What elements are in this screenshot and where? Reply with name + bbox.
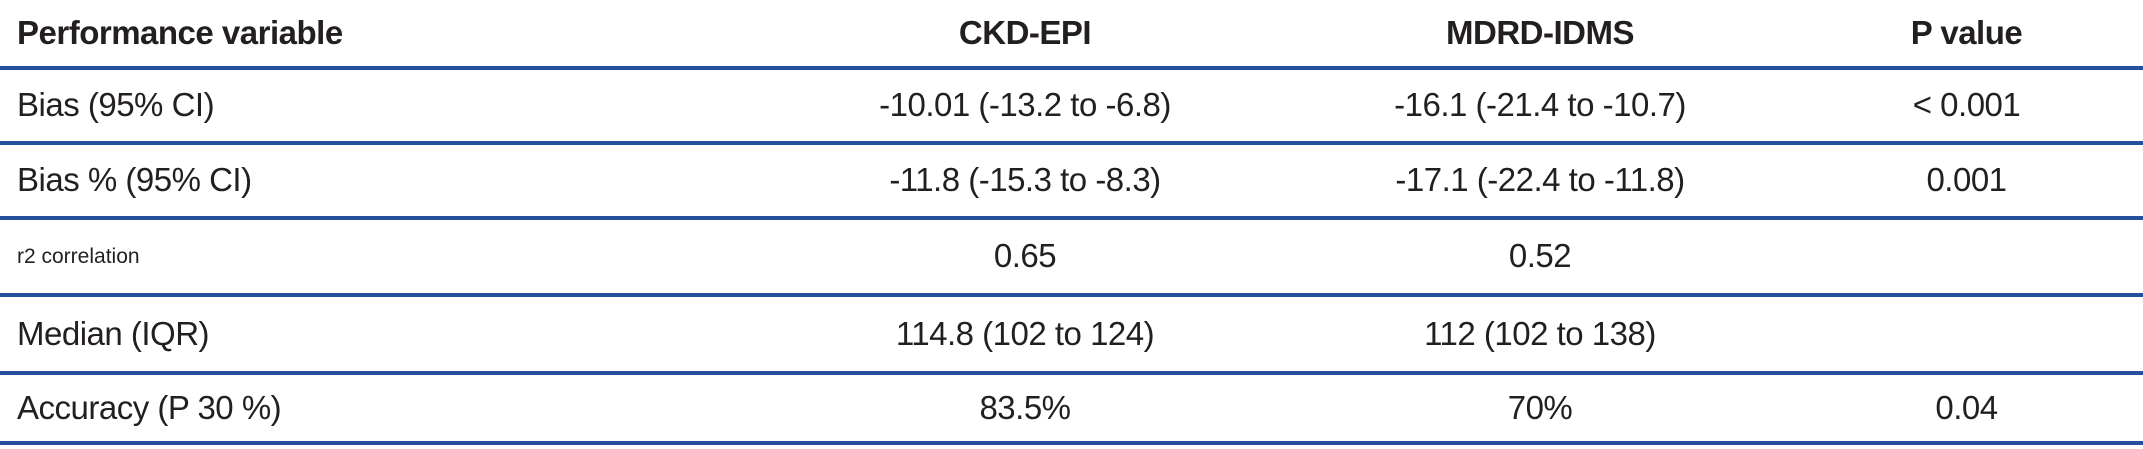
cell-ckd-epi: -11.8 (-15.3 to -8.3) bbox=[760, 143, 1290, 220]
cell-variable: r2 correlation bbox=[0, 218, 760, 297]
cell-variable: Accuracy (P 30 %) bbox=[0, 373, 760, 445]
table-header-row: Performance variable CKD-EPI MDRD-IDMS P… bbox=[0, 0, 2143, 70]
cell-mdrd-idms: -17.1 (-22.4 to -11.8) bbox=[1290, 143, 1790, 220]
table-row-bias: Bias (95% CI) -10.01 (-13.2 to -6.8) -16… bbox=[0, 68, 2143, 145]
cell-mdrd-idms: 0.52 bbox=[1290, 218, 1790, 297]
cell-p-value bbox=[1790, 218, 2143, 297]
cell-p-value: < 0.001 bbox=[1790, 68, 2143, 145]
column-header-mdrd-idms: MDRD-IDMS bbox=[1290, 0, 1790, 70]
cell-p-value: 0.04 bbox=[1790, 373, 2143, 445]
table-row-r2-correlation: r2 correlation 0.65 0.52 bbox=[0, 218, 2143, 297]
cell-mdrd-idms: -16.1 (-21.4 to -10.7) bbox=[1290, 68, 1790, 145]
cell-ckd-epi: 114.8 (102 to 124) bbox=[760, 295, 1290, 375]
table-row-median-iqr: Median (IQR) 114.8 (102 to 124) 112 (102… bbox=[0, 295, 2143, 375]
cell-p-value bbox=[1790, 295, 2143, 375]
cell-ckd-epi: 0.65 bbox=[760, 218, 1290, 297]
table-row-bias-percent: Bias % (95% CI) -11.8 (-15.3 to -8.3) -1… bbox=[0, 143, 2143, 220]
cell-ckd-epi: -10.01 (-13.2 to -6.8) bbox=[760, 68, 1290, 145]
cell-variable: Bias % (95% CI) bbox=[0, 143, 760, 220]
column-header-ckd-epi: CKD-EPI bbox=[760, 0, 1290, 70]
cell-ckd-epi: 83.5% bbox=[760, 373, 1290, 445]
cell-variable: Bias (95% CI) bbox=[0, 68, 760, 145]
table-row-accuracy-p30: Accuracy (P 30 %) 83.5% 70% 0.04 bbox=[0, 373, 2143, 445]
cell-mdrd-idms: 70% bbox=[1290, 373, 1790, 445]
cell-p-value: 0.001 bbox=[1790, 143, 2143, 220]
column-header-p-value: P value bbox=[1790, 0, 2143, 70]
cell-variable: Median (IQR) bbox=[0, 295, 760, 375]
column-header-performance-variable: Performance variable bbox=[0, 0, 760, 70]
cell-mdrd-idms: 112 (102 to 138) bbox=[1290, 295, 1790, 375]
